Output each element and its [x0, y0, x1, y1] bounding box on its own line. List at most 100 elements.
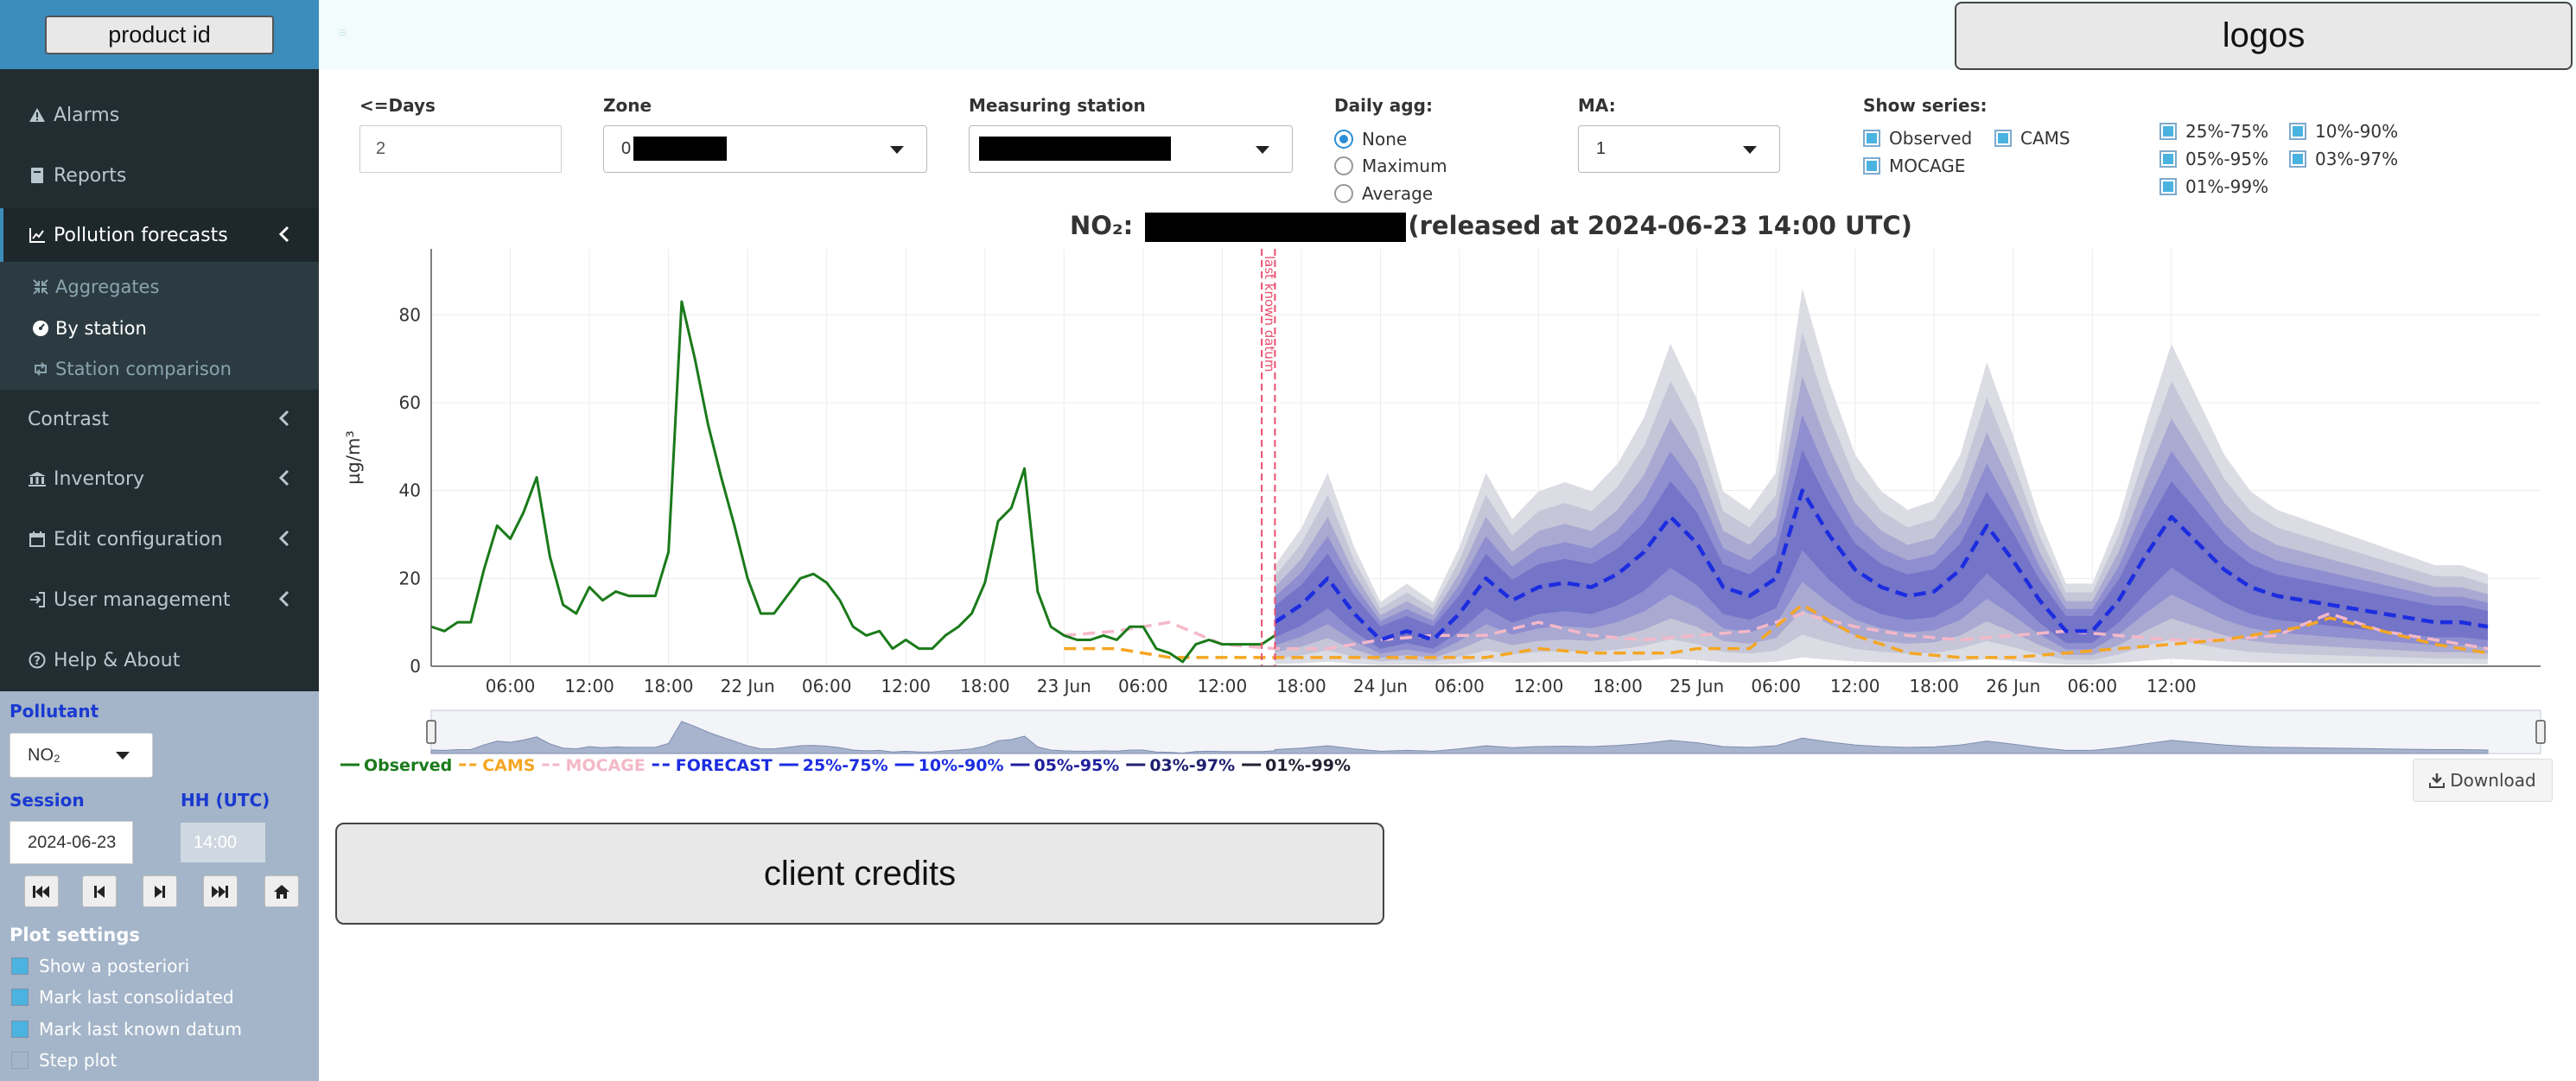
legend-item: CAMS — [482, 756, 535, 775]
sidebar-header: product id — [0, 0, 319, 69]
fast-backward-icon — [33, 885, 49, 898]
sidebar-item-user-management[interactable]: User management — [0, 573, 319, 626]
ma-value: 1 — [1596, 139, 1606, 158]
daily-agg-label: Daily agg: — [1334, 95, 1433, 116]
sidebar-item-label: Alarms — [54, 104, 120, 126]
previous-session-button[interactable] — [82, 875, 117, 907]
sidebar-item-edit-configuration[interactable]: Edit configuration — [0, 512, 319, 566]
checkbox-label: CAMS — [2020, 128, 2070, 149]
legend-item: 25%-75% — [803, 756, 888, 775]
hh-utc-input[interactable]: 14:00 — [181, 823, 265, 862]
x-tick-label: 06:00 — [2067, 676, 2117, 696]
first-session-button[interactable] — [24, 875, 59, 907]
sign-in-icon — [28, 590, 47, 609]
days-input[interactable]: 2 — [359, 125, 562, 173]
session-date-input[interactable]: 2024-06-23 — [10, 821, 133, 864]
series-cams-checkbox[interactable]: CAMS — [1994, 126, 2070, 150]
step-plot-checkbox[interactable]: Step plot — [11, 1047, 117, 1073]
sidebar-item-contrast[interactable]: Contrast — [0, 392, 319, 446]
series-observed-checkbox[interactable]: Observed — [1863, 126, 1972, 150]
show-a-posteriori-checkbox[interactable]: Show a posteriori — [11, 953, 189, 979]
x-tick-label: 23 Jun — [1037, 676, 1091, 696]
checkbox-checked[interactable] — [1863, 157, 1880, 175]
checkbox-unchecked[interactable] — [11, 1052, 29, 1069]
chevron-left-icon — [278, 226, 289, 248]
mark-last-known-datum-checkbox[interactable]: Mark last known datum — [11, 1016, 242, 1042]
client-credits-placeholder: client credits — [335, 823, 1384, 925]
forecast-quantile-bands — [1275, 288, 2488, 665]
ma-select[interactable]: 1 — [1578, 125, 1780, 173]
checkbox-checked[interactable] — [11, 957, 29, 975]
checkbox-checked[interactable] — [2159, 150, 2177, 168]
home-session-button[interactable] — [264, 875, 299, 907]
daily-agg-maximum-radio[interactable]: Maximum — [1334, 153, 1447, 179]
series-10-90-checkbox[interactable]: 10%-90% — [2289, 119, 2398, 143]
checkbox-checked[interactable] — [2289, 123, 2306, 140]
chart-series: last known datum — [430, 249, 2489, 666]
sidebar-item-label: Inventory — [54, 467, 145, 490]
x-tick-label: 06:00 — [1751, 676, 1801, 696]
radio-selected[interactable] — [1334, 130, 1353, 149]
last-session-button[interactable] — [203, 875, 238, 907]
download-button[interactable]: Download — [2413, 759, 2553, 802]
series-03-97-checkbox[interactable]: 03%-97% — [2289, 147, 2398, 171]
step-backward-icon — [94, 885, 105, 898]
tachometer-icon — [31, 319, 50, 338]
checkbox-checked[interactable] — [1994, 130, 2012, 147]
radio-label: None — [1362, 129, 1408, 149]
checkbox-label: 03%-97% — [2315, 149, 2399, 169]
checkbox-checked[interactable] — [2159, 123, 2177, 140]
series-05-95-checkbox[interactable]: 05%-95% — [2159, 147, 2268, 171]
sidebar-item-alarms[interactable]: Alarms — [0, 88, 319, 142]
forecast-chart[interactable]: last known datum 06:00 12:00 18:00 22 Jun 06… — [328, 233, 2558, 786]
pollutant-select[interactable]: NO₂ — [10, 733, 153, 778]
x-tick-label: 12:00 — [1830, 676, 1880, 696]
checkbox-checked[interactable] — [11, 1021, 29, 1038]
x-tick-label: 06:00 — [1118, 676, 1168, 696]
step-forward-icon — [155, 885, 165, 898]
radio-unselected[interactable] — [1334, 184, 1353, 203]
x-tick-label: 12:00 — [564, 676, 614, 696]
x-tick-label: 18:00 — [1276, 676, 1326, 696]
submenu-item-label: By station — [55, 318, 147, 339]
checkbox-checked[interactable] — [11, 989, 29, 1006]
redacted-station-title — [1145, 213, 1407, 242]
checkbox-label: 05%-95% — [2185, 149, 2269, 169]
measuring-station-label: Measuring station — [969, 95, 1146, 116]
y-tick-label: 40 — [399, 480, 421, 501]
radio-unselected[interactable] — [1334, 156, 1353, 175]
sidebar-item-pollution-forecasts[interactable]: Pollution forecasts — [0, 208, 319, 262]
series-mocage-checkbox[interactable]: MOCAGE — [1863, 154, 1965, 178]
x-tick-label: 06:00 — [802, 676, 852, 696]
building-icon — [28, 469, 47, 488]
navigator-left-handle[interactable] — [426, 720, 436, 744]
submenu-item-station-comparison[interactable]: Station comparison — [31, 352, 232, 386]
daily-agg-average-radio[interactable]: Average — [1334, 181, 1433, 207]
observed-line — [430, 300, 1276, 664]
checkbox-label: Mark last consolidated — [39, 987, 234, 1008]
checkbox-label: Observed — [1889, 128, 1973, 149]
sidebar-item-reports[interactable]: Reports — [0, 149, 319, 202]
cams-line — [1064, 603, 2489, 659]
forecast-line — [1274, 488, 2489, 642]
pollutant-value: NO₂ — [28, 745, 60, 765]
series-01-99-checkbox[interactable]: 01%-99% — [2159, 175, 2268, 199]
daily-agg-none-radio[interactable]: None — [1334, 126, 1407, 152]
last-known-datum-annotation: last known datum — [1262, 256, 1277, 372]
submenu-item-aggregates[interactable]: Aggregates — [31, 270, 159, 304]
series-25-75-checkbox[interactable]: 25%-75% — [2159, 119, 2268, 143]
hamburger-menu-icon[interactable]: ≡ — [339, 26, 347, 41]
redacted-zone-name — [633, 137, 727, 161]
mark-last-consolidated-checkbox[interactable]: Mark last consolidated — [11, 984, 234, 1010]
range-navigator[interactable] — [426, 709, 2546, 754]
sidebar-item-inventory[interactable]: Inventory — [0, 452, 319, 506]
checkbox-checked[interactable] — [2159, 178, 2177, 195]
x-tick-label: 18:00 — [1593, 676, 1643, 696]
next-session-button[interactable] — [143, 875, 177, 907]
checkbox-checked[interactable] — [2289, 150, 2306, 168]
zone-select[interactable]: 0 — [603, 125, 927, 173]
checkbox-checked[interactable] — [1863, 130, 1880, 147]
submenu-item-by-station[interactable]: By station — [31, 311, 147, 346]
navigator-right-handle[interactable] — [2535, 720, 2546, 744]
sidebar-item-help-about[interactable]: ? Help & About — [0, 633, 319, 687]
